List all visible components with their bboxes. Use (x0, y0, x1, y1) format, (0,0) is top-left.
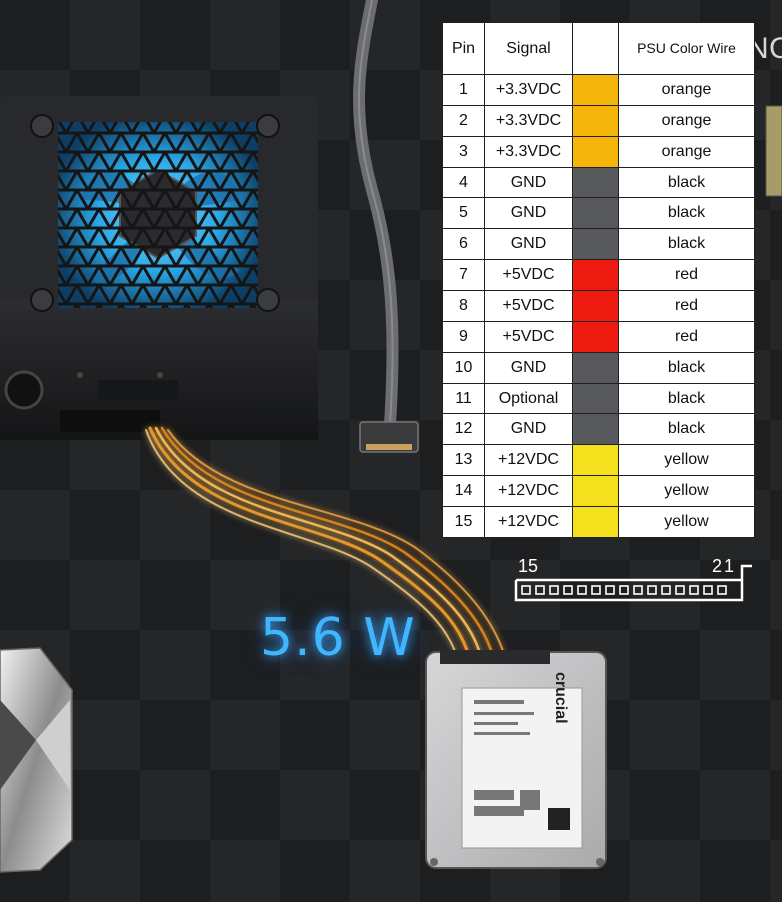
table-row: 1 +3.3VDC orange (442, 74, 755, 106)
color-swatch (572, 444, 619, 477)
pin-cell: 11 (442, 382, 485, 415)
connector-right-label: 21 (712, 556, 737, 576)
wire-color-cell: yellow (618, 475, 755, 508)
wire-color-cell: orange (618, 104, 755, 137)
color-swatch (572, 351, 619, 384)
wire-color-cell: orange (618, 135, 755, 168)
signal-cell: GND (484, 228, 573, 261)
pin-cell: 10 (442, 351, 485, 384)
signal-cell: +12VDC (484, 444, 573, 477)
signal-cell: +5VDC (484, 259, 573, 292)
pin-cell: 1 (442, 74, 485, 106)
signal-cell: GND (484, 197, 573, 230)
wire-color-cell: red (618, 290, 755, 322)
chrome-cooler (0, 647, 73, 873)
color-swatch (572, 475, 619, 508)
color-swatch (572, 259, 619, 292)
header-swatch (572, 22, 619, 75)
color-swatch (572, 382, 619, 415)
wire-color-cell: black (618, 166, 755, 199)
pin-cell: 15 (442, 506, 485, 538)
color-swatch (572, 228, 619, 261)
pin-cell: 14 (442, 475, 485, 508)
wire-color-cell: orange (618, 74, 755, 106)
pin-cell: 13 (442, 444, 485, 477)
color-swatch (572, 413, 619, 446)
pin-cell: 2 (442, 104, 485, 137)
signal-cell: +12VDC (484, 506, 573, 538)
color-swatch (572, 506, 619, 538)
ssd-drive (425, 650, 607, 869)
signal-cell: +5VDC (484, 290, 573, 322)
signal-cell: +3.3VDC (484, 104, 573, 137)
table-row: 8 +5VDC red (442, 290, 755, 322)
header-pin: Pin (442, 22, 485, 75)
table-row: 2 +3.3VDC orange (442, 104, 755, 137)
table-row: 5 GND black (442, 197, 755, 230)
wire-color-cell: black (618, 382, 755, 415)
wire-color-cell: black (618, 228, 755, 261)
glowing-cable (145, 426, 507, 662)
pin-cell: 9 (442, 320, 485, 353)
header-signal: Signal (484, 22, 573, 75)
wire-color-cell: black (618, 197, 755, 230)
color-swatch (572, 166, 619, 199)
wire-color-cell: red (618, 259, 755, 292)
connector-diagram (514, 564, 752, 602)
signal-cell: +12VDC (484, 475, 573, 508)
pin-cell: 12 (442, 413, 485, 446)
power-label: 5.6 W (260, 608, 416, 668)
table-row: 11 Optional black (442, 382, 755, 415)
pin-cell: 7 (442, 259, 485, 292)
table-row: 13 +12VDC yellow (442, 444, 755, 477)
wire-color-cell: yellow (618, 444, 755, 477)
pin-cell: 4 (442, 166, 485, 199)
ssd-brand-text: crucial (552, 672, 569, 724)
signal-cell: +5VDC (484, 320, 573, 353)
signal-cell: GND (484, 351, 573, 384)
table-row: 7 +5VDC red (442, 259, 755, 292)
psu-unit (0, 96, 318, 440)
pin-cell: 3 (442, 135, 485, 168)
signal-cell: +3.3VDC (484, 135, 573, 168)
wire-color-cell: black (618, 351, 755, 384)
table-row: 9 +5VDC red (442, 320, 755, 353)
table-row: 15 +12VDC yellow (442, 506, 755, 538)
table-row: 3 +3.3VDC orange (442, 135, 755, 168)
wire-color-cell: red (618, 320, 755, 353)
connector-left-label: 15 (518, 556, 539, 576)
color-swatch (572, 104, 619, 137)
edge-component (765, 105, 782, 197)
ribbon-cable (352, 0, 419, 453)
signal-cell: +3.3VDC (484, 74, 573, 106)
color-swatch (572, 135, 619, 168)
signal-cell: GND (484, 413, 573, 446)
color-swatch (572, 197, 619, 230)
wire-color-cell: yellow (618, 506, 755, 538)
pinout-rows: 1 +3.3VDC orange 2 +3.3VDC orange 3 +3.3VDC oran… (442, 74, 755, 538)
signal-cell: GND (484, 166, 573, 199)
header-psu-color-wire: PSU Color Wire (618, 22, 755, 75)
color-swatch (572, 290, 619, 322)
table-header-row: Pin Signal PSU Color Wire (442, 22, 755, 75)
table-row: 12 GND black (442, 413, 755, 446)
pin-cell: 8 (442, 290, 485, 322)
pin-cell: 5 (442, 197, 485, 230)
signal-cell: Optional (484, 382, 573, 415)
table-row: 10 GND black (442, 351, 755, 384)
table-row: 14 +12VDC yellow (442, 475, 755, 508)
pinout-table-panel: Pin Signal PSU Color Wire 1 +3.3VDC orange… (442, 22, 755, 538)
table-row: 4 GND black (442, 166, 755, 199)
ssd-brand-label: crucial (552, 672, 569, 724)
wire-color-cell: black (618, 413, 755, 446)
table-row: 6 GND black (442, 228, 755, 261)
color-swatch (572, 74, 619, 106)
pin-cell: 6 (442, 228, 485, 261)
pinout-table: Pin Signal PSU Color Wire 1 +3.3VDC orange… (442, 22, 755, 538)
color-swatch (572, 320, 619, 353)
